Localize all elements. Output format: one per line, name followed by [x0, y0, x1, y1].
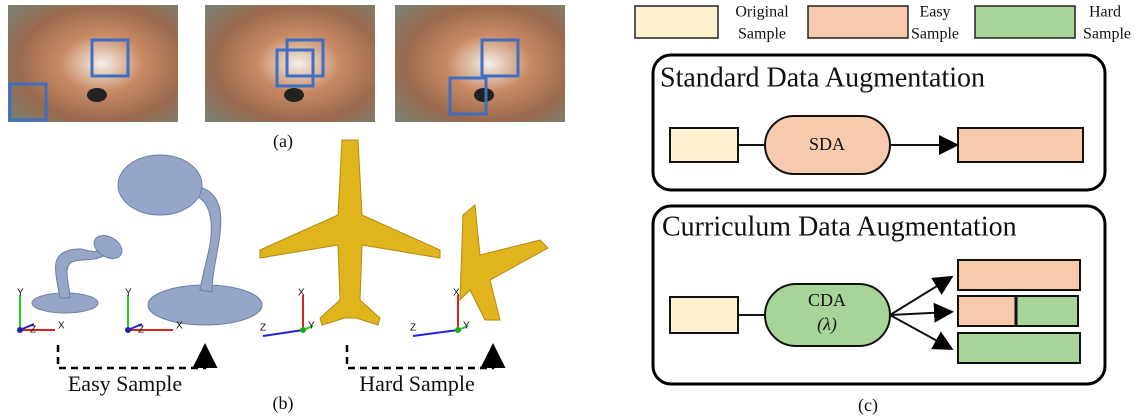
- cda-flow: [670, 260, 1080, 363]
- point-clouds: [32, 140, 548, 325]
- axis-label: Y: [125, 288, 132, 299]
- axis-label: Z: [138, 325, 144, 336]
- legend-text: Sample: [738, 26, 786, 43]
- photos: [8, 5, 565, 122]
- axis-label: X: [298, 288, 305, 299]
- figure: (a) Y Z X Y Z X X Z Y X Z Y: [0, 0, 1139, 419]
- legend-text: Sample: [1083, 26, 1131, 43]
- axis-label: Z: [260, 323, 266, 334]
- legend: [635, 6, 1075, 38]
- easy-label: Easy Sample: [68, 371, 182, 396]
- axis-label: X: [453, 288, 460, 299]
- axis-label: Z: [410, 323, 416, 334]
- axis-label: Z: [30, 325, 36, 336]
- sda-label: SDA: [809, 134, 845, 154]
- cda-param: (λ): [817, 314, 837, 335]
- axis-label: X: [58, 321, 65, 332]
- axis-label: Y: [463, 321, 470, 332]
- sda-flow: [670, 116, 1083, 174]
- legend-text: Hard: [1089, 4, 1121, 21]
- legend-text: Original: [735, 4, 789, 21]
- caption-b: (b): [273, 393, 294, 414]
- caption-c: (c): [858, 395, 878, 416]
- caption-a: (a): [273, 131, 293, 152]
- axis-label: Y: [308, 321, 315, 332]
- axis-label: Y: [17, 288, 24, 299]
- brackets: [58, 345, 493, 368]
- hard-label: Hard Sample: [359, 371, 474, 396]
- axis-label: X: [176, 321, 183, 332]
- sda-title: Standard Data Augmentation: [660, 62, 985, 93]
- legend-text: Easy: [919, 4, 950, 21]
- cda-label: CDA: [808, 290, 846, 310]
- legend-text: Sample: [911, 26, 959, 43]
- cda-title: Curriculum Data Augmentation: [662, 211, 1017, 242]
